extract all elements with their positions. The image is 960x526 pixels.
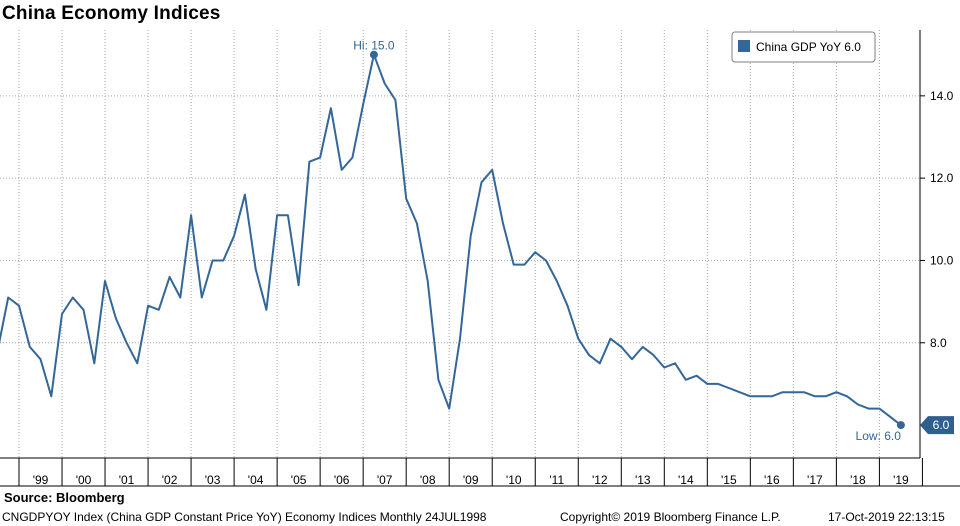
low-marker bbox=[896, 421, 905, 430]
x-tick-label: '17 bbox=[807, 473, 823, 487]
chart-title: China Economy Indices bbox=[2, 3, 221, 24]
legend-box[interactable]: China GDP YoY 6.0 bbox=[731, 31, 876, 63]
x-tick-label: '02 bbox=[162, 473, 178, 487]
x-tick-label: '04 bbox=[248, 473, 264, 487]
x-tick-label: '13 bbox=[635, 473, 651, 487]
x-tick-label: '03 bbox=[205, 473, 221, 487]
x-tick-label: '01 bbox=[119, 473, 135, 487]
x-tick-label: '06 bbox=[334, 473, 350, 487]
x-tick-label: '10 bbox=[506, 473, 522, 487]
y-tick-label: 10.0 bbox=[930, 253, 954, 267]
x-tick-label: '08 bbox=[420, 473, 436, 487]
high-marker bbox=[369, 50, 378, 59]
last-value-badge bbox=[920, 416, 954, 435]
legend-swatch bbox=[738, 40, 750, 52]
gridlines bbox=[0, 30, 920, 458]
axes: 8.0 10.0 12.0 14.0 '99 '00 '01 '02 '03 '04 '05 '06 '… bbox=[0, 30, 960, 487]
x-tick-label: '14 bbox=[678, 473, 694, 487]
last-value-label: 6.0 bbox=[933, 418, 950, 432]
x-tick-label: '99 bbox=[33, 473, 49, 487]
annotations: Hi: 15.0 Low: 6.0 6.0 bbox=[353, 39, 954, 443]
low-label: Low: 6.0 bbox=[856, 429, 902, 443]
x-tick-label: '16 bbox=[764, 473, 780, 487]
x-tick-label: '15 bbox=[721, 473, 737, 487]
high-label: Hi: 15.0 bbox=[353, 39, 395, 53]
y-tick-label: 12.0 bbox=[930, 171, 954, 185]
x-tick-label: '18 bbox=[850, 473, 866, 487]
x-tick-label: '05 bbox=[291, 473, 307, 487]
x-tick-label: '11 bbox=[549, 473, 564, 487]
y-tick-label: 8.0 bbox=[930, 336, 947, 350]
x-tick-label: '09 bbox=[463, 473, 479, 487]
footer-index-info: CNGDPYOY Index (China GDP Constant Price… bbox=[2, 510, 487, 524]
gdp-yoy-line bbox=[0, 53, 902, 426]
footer-timestamp: 17-Oct-2019 22:13:15 bbox=[828, 510, 945, 524]
x-tick-label: '19 bbox=[893, 473, 909, 487]
footer-copyright: Copyright© 2019 Bloomberg Finance L.P. bbox=[560, 510, 781, 524]
series-layer bbox=[0, 53, 902, 426]
x-tick-label: '00 bbox=[76, 473, 92, 487]
source-label: Source: Bloomberg bbox=[4, 490, 125, 505]
y-tick-label: 14.0 bbox=[930, 89, 954, 103]
x-tick-label: '07 bbox=[377, 473, 393, 487]
legend-label: China GDP YoY 6.0 bbox=[756, 40, 861, 54]
x-tick-label: '12 bbox=[592, 473, 608, 487]
